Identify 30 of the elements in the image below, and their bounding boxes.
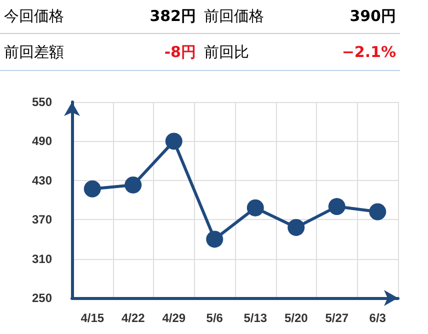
point [246, 199, 264, 216]
text: 前回差額 [3, 42, 65, 62]
point [165, 132, 182, 150]
text: 前回比 [203, 42, 250, 62]
x-tick-label: 5/6 [206, 311, 224, 325]
y-tick-label: 370 [32, 212, 52, 227]
point [84, 180, 101, 198]
text: −2.1% [340, 43, 397, 61]
y-tick-label: 490 [32, 134, 52, 148]
x-tick-label: 4/29 [162, 311, 186, 325]
y-tick-label: 550 [32, 95, 52, 109]
text: 382円 [148, 7, 197, 26]
text: 390円 [348, 7, 397, 26]
point [328, 198, 346, 216]
text: 今回価格 [3, 7, 65, 26]
x-tick-label: 4/22 [121, 311, 146, 325]
x-tick-label: 6/3 [369, 311, 386, 325]
y-tick-label: 430 [32, 173, 52, 188]
text: -8円 [163, 42, 197, 62]
text: 前回価格 [203, 7, 265, 26]
x-tick-label: 5/20 [284, 311, 308, 325]
point [124, 176, 142, 194]
y-tick-label: 250 [32, 291, 52, 305]
x-tick-label: 5/13 [244, 311, 268, 325]
point [369, 203, 386, 220]
x-tick-label: 4/15 [80, 311, 104, 325]
point [206, 230, 224, 248]
y-tick-label: 310 [32, 252, 52, 266]
point [288, 218, 305, 236]
x-tick-label: 5/27 [325, 311, 349, 325]
